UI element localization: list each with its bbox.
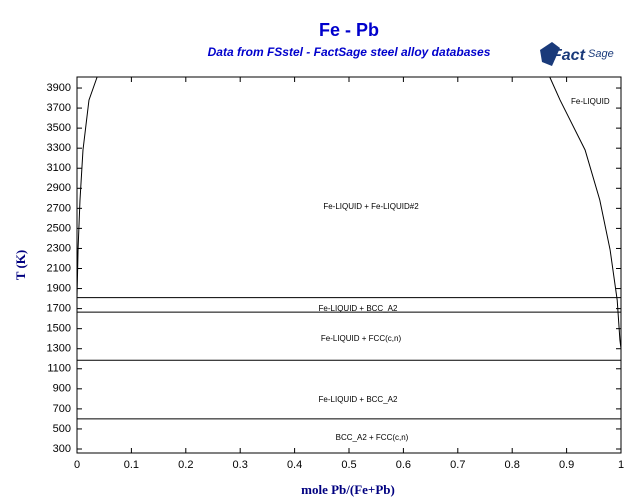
phase-label: BCC_A2 + FCC(c,n) bbox=[336, 433, 409, 442]
y-tick-label: 900 bbox=[53, 383, 71, 395]
y-tick-label: 2500 bbox=[47, 222, 71, 234]
y-tick-label: 3500 bbox=[47, 122, 71, 134]
logo-icon bbox=[540, 42, 560, 66]
phase-label: Fe-LIQUID + FCC(c,n) bbox=[321, 334, 402, 343]
x-tick-label: 1 bbox=[618, 459, 624, 471]
y-tick-label: 1100 bbox=[47, 363, 71, 375]
x-tick-label: 0.3 bbox=[233, 459, 248, 471]
x-tick-label: 0.4 bbox=[287, 459, 302, 471]
y-axis-label: T (K) bbox=[13, 250, 28, 280]
x-tick-label: 0.5 bbox=[341, 459, 356, 471]
x-tick-label: 0.9 bbox=[559, 459, 574, 471]
x-tick-label: 0.2 bbox=[178, 459, 193, 471]
y-tick-label: 700 bbox=[53, 403, 71, 415]
chart-title: Fe - Pb bbox=[319, 20, 379, 40]
y-tick-label: 3900 bbox=[47, 82, 71, 94]
x-tick-label: 0.8 bbox=[505, 459, 520, 471]
phase-label: Fe-LIQUID + Fe-LIQUID#2 bbox=[323, 202, 419, 211]
y-tick-label: 3700 bbox=[47, 102, 71, 114]
logo: Fact Sage bbox=[540, 42, 614, 66]
phase-boundary bbox=[76, 76, 98, 298]
logo-fact: Fact bbox=[552, 47, 586, 64]
y-tick-label: 2900 bbox=[47, 182, 71, 194]
x-tick-label: 0.6 bbox=[396, 459, 411, 471]
y-tick-label: 1700 bbox=[47, 303, 71, 315]
y-tick-label: 300 bbox=[53, 443, 71, 455]
x-tick-label: 0 bbox=[74, 459, 80, 471]
logo-sage: Sage bbox=[588, 48, 614, 60]
phase-label: Fe-LIQUID + BCC_A2 bbox=[319, 395, 398, 404]
phase-boundary bbox=[549, 76, 622, 349]
y-tick-label: 3100 bbox=[47, 162, 71, 174]
chart-subtitle: Data from FSstel - FactSage steel alloy … bbox=[208, 45, 491, 59]
x-tick-label: 0.7 bbox=[450, 459, 465, 471]
y-tick-label: 1900 bbox=[47, 282, 71, 294]
y-tick-label: 2300 bbox=[47, 242, 71, 254]
x-axis-label: mole Pb/(Fe+Pb) bbox=[301, 482, 395, 497]
y-tick-label: 2100 bbox=[47, 262, 71, 274]
y-tick-label: 1500 bbox=[47, 323, 71, 335]
x-tick-label: 0.1 bbox=[124, 459, 139, 471]
phase-label: Fe-LIQUID bbox=[571, 97, 610, 106]
y-tick-label: 1300 bbox=[47, 343, 71, 355]
y-tick-label: 3300 bbox=[47, 142, 71, 154]
y-tick-label: 2700 bbox=[47, 202, 71, 214]
phase-label: Fe-LIQUID + BCC_A2 bbox=[319, 304, 398, 313]
y-tick-label: 500 bbox=[53, 423, 71, 435]
